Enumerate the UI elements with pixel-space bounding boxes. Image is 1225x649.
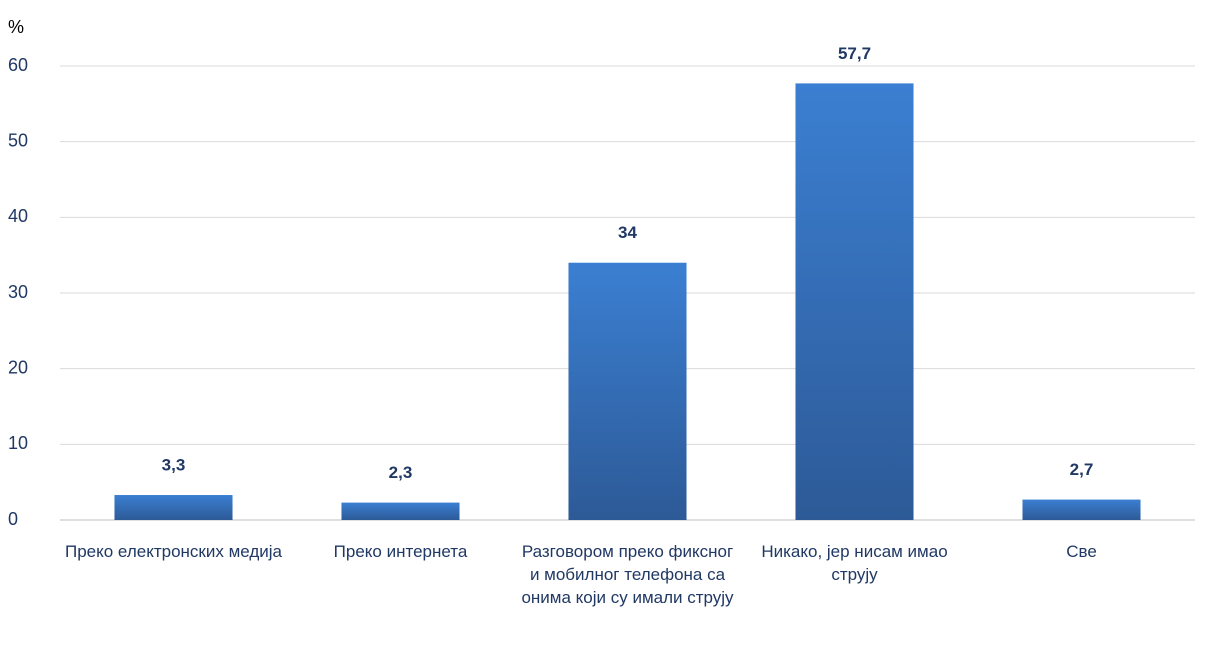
y-tick-label: 0 xyxy=(8,509,18,529)
value-label: 2,7 xyxy=(1070,460,1094,479)
x-tick-label: Разговором преко фиксног и мобилног теле… xyxy=(521,542,734,607)
y-axis-label: % xyxy=(8,17,24,37)
bar xyxy=(114,495,233,520)
value-label: 34 xyxy=(618,223,637,242)
bar xyxy=(1022,499,1141,520)
y-tick-label: 50 xyxy=(8,130,28,150)
x-tick-label: Никако, јер нисам имао струју xyxy=(761,542,948,584)
value-label: 2,3 xyxy=(389,463,413,482)
y-tick-label: 10 xyxy=(8,433,28,453)
bar xyxy=(795,83,914,521)
x-tick-label: Преко интернета xyxy=(333,542,468,561)
y-tick-label: 30 xyxy=(8,282,28,302)
bar xyxy=(568,262,687,520)
y-tick-label: 60 xyxy=(8,55,28,75)
bar xyxy=(341,502,460,520)
value-label: 57,7 xyxy=(838,44,871,63)
x-tick-label: Све xyxy=(1066,542,1097,561)
x-tick-label: Преко електронских медија xyxy=(65,542,282,561)
y-tick-label: 40 xyxy=(8,206,28,226)
y-tick-label: 20 xyxy=(8,357,28,377)
value-label: 3,3 xyxy=(162,456,186,475)
